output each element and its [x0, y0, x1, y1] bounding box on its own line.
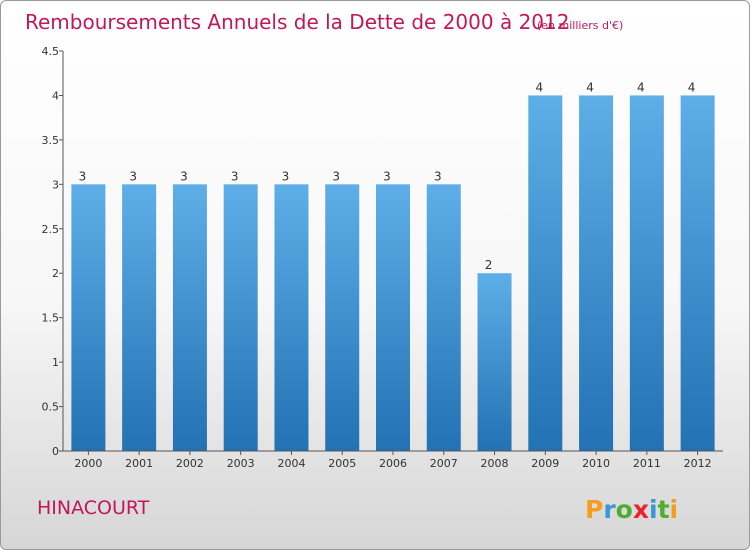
x-tick-label: 2002: [176, 457, 204, 470]
chart-title: Remboursements Annuels de la Dette de 20…: [25, 10, 569, 34]
data-label: 4: [637, 80, 645, 94]
bar-2009: [528, 95, 563, 451]
bar-2005: [325, 184, 360, 452]
logo-letter: o: [616, 495, 633, 524]
bar-2008: [477, 273, 512, 451]
x-tick-label: 2000: [74, 457, 102, 470]
proxiti-logo: Proxiti: [585, 495, 678, 524]
chart-subtitle: (en milliers d'€): [537, 19, 623, 32]
y-tick-label: 0.5: [42, 401, 60, 414]
y-tick-label: 1.5: [42, 312, 60, 325]
y-tick-label: 3.5: [42, 134, 60, 147]
logo-letter: i: [649, 495, 658, 524]
bar-2006: [376, 184, 410, 452]
data-label: 3: [180, 169, 188, 183]
data-label: 3: [231, 169, 239, 183]
x-tick-label: 2001: [125, 457, 153, 470]
y-axis: 0 0.5 1 1.5 2 2.5 3 3.5 4 4.5: [42, 45, 64, 458]
x-tick-label: 2008: [481, 457, 509, 470]
data-label: 4: [586, 80, 594, 94]
x-tick-label: 2005: [328, 457, 356, 470]
x-tick-label: 2007: [430, 457, 458, 470]
town-name: HINACOURT: [37, 497, 150, 519]
x-tick-label: 2006: [379, 457, 407, 470]
bar-2012: [680, 95, 715, 451]
data-label: 4: [535, 80, 543, 94]
logo-letter: x: [633, 495, 649, 524]
y-tick-label: 3: [52, 178, 59, 191]
logo-letter: i: [670, 495, 679, 524]
data-label: 3: [129, 169, 137, 183]
y-tick-label: 2: [52, 267, 59, 280]
data-label: 3: [383, 169, 391, 183]
logo-letter: t: [658, 495, 670, 524]
x-tick-label: 2004: [277, 457, 305, 470]
logo-letter: P: [585, 495, 603, 524]
bar-2003: [223, 184, 258, 452]
bars: 3 3 3 3 3 3 3 3 2 4 4 4 4: [71, 80, 715, 452]
data-label: 3: [434, 169, 442, 183]
x-tick-label: 2003: [227, 457, 255, 470]
data-label: 3: [332, 169, 340, 183]
x-tick-label: 2010: [582, 457, 610, 470]
y-tick-label: 0: [52, 445, 59, 458]
x-tick-label: 2011: [633, 457, 661, 470]
y-tick-label: 4.5: [42, 45, 60, 58]
x-axis: 2000 2001 2002 2003 2004 2005 2006 2007 2008 2009…: [63, 450, 723, 470]
x-tick-label: 2009: [531, 457, 559, 470]
bar-2002: [172, 184, 207, 452]
bar-2007: [426, 184, 461, 452]
bar-2011: [629, 95, 664, 451]
data-label: 3: [79, 169, 87, 183]
y-tick-label: 1: [52, 356, 59, 369]
x-tick-label: 2012: [684, 457, 712, 470]
bar-2001: [122, 184, 157, 452]
bar-2010: [579, 95, 614, 451]
y-tick-label: 4: [52, 89, 59, 102]
data-label: 4: [688, 80, 696, 94]
y-tick-label: 2.5: [42, 223, 60, 236]
bar-2004: [274, 184, 309, 452]
data-label: 2: [485, 258, 493, 272]
data-label: 3: [282, 169, 290, 183]
bar-2000: [71, 184, 106, 452]
logo-letter: r: [603, 495, 616, 524]
